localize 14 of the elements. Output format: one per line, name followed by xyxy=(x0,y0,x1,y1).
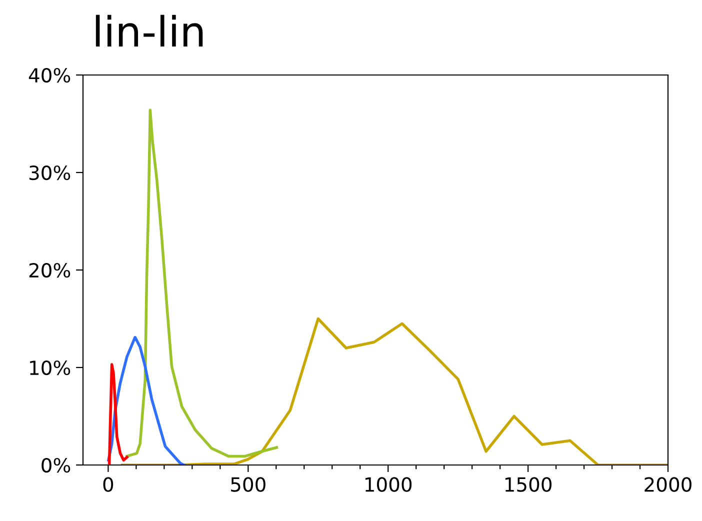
y-tick-label: 30% xyxy=(29,165,70,180)
y-tick-label: 20% xyxy=(29,262,70,278)
x-tick-label: 2000 xyxy=(644,477,692,492)
chart-title: lin-lin xyxy=(96,14,203,46)
x-tick-label: 1000 xyxy=(365,477,412,492)
x-tick-label: 0 xyxy=(103,477,114,492)
y-tick-label: 40% xyxy=(28,68,70,83)
line-series xyxy=(108,363,128,464)
y-tick-label: 10% xyxy=(30,360,70,376)
line-series xyxy=(126,108,278,458)
x-tick-label: 500 xyxy=(231,477,266,492)
x-tick-label: 1500 xyxy=(505,477,552,492)
y-tick-label: 0% xyxy=(42,458,70,473)
line-series xyxy=(120,317,668,465)
